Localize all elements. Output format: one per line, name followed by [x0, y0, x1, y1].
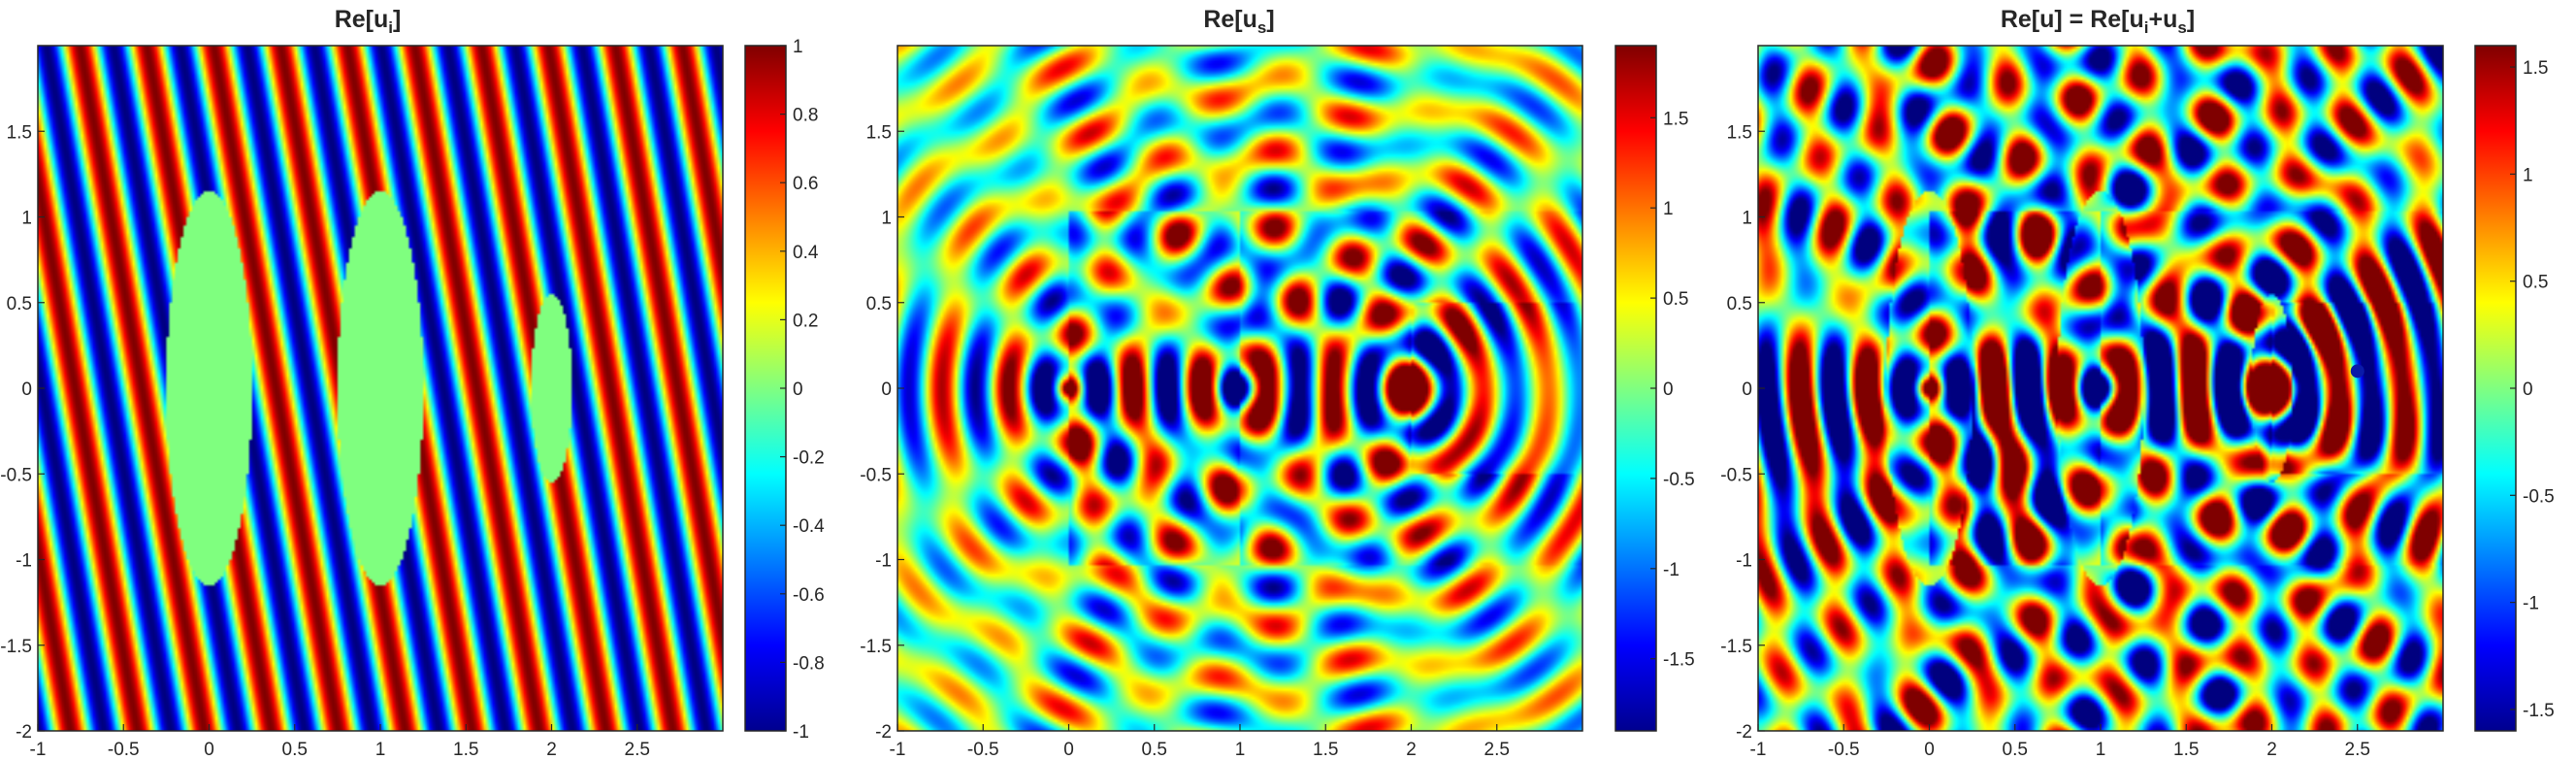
heatmap-scattered-field [897, 46, 1582, 731]
colorbar-tick-label: 0.5 [2523, 273, 2548, 293]
y-tick-label: -2 [875, 722, 892, 743]
colorbar-tick-label: -0.8 [793, 653, 825, 674]
x-tick-label: -1 [30, 740, 47, 760]
source-marker [2350, 364, 2364, 379]
x-tick-label: 1.5 [2173, 740, 2199, 760]
x-tick-label: 0 [1924, 740, 1935, 760]
colorbar-tick-label: -0.4 [793, 516, 825, 537]
y-tick-label: 0 [881, 380, 892, 400]
x-tick-label: 0.5 [2003, 740, 2028, 760]
x-tick-label: 2.5 [2345, 740, 2370, 760]
x-tick-label: 2.5 [625, 740, 650, 760]
colorbar-tick-label: 0.5 [1663, 289, 1688, 310]
x-tick-label: -0.5 [967, 740, 999, 760]
panel2-title: Re[us] [1203, 6, 1274, 37]
panel-total: Re[u] = Re[ui+us] -1 -0.5 0 0.5 1 1.5 2 2.51.51… [1720, 6, 2555, 760]
colorbar-ticks: 1 0.8 0.6 0.4 0.2 0 -0.2 -0.4 -0.6 -0.8 -1 [780, 37, 825, 743]
x-tick-label: 2.5 [1484, 740, 1510, 760]
colorbar-tick-label: 0 [2523, 380, 2533, 400]
y-tick-label: -2 [16, 722, 32, 743]
colorbar-tick-label: 0.6 [793, 174, 818, 194]
colorbar-tick-label: -1.5 [1663, 650, 1695, 671]
y-tick-label: -0.5 [860, 465, 892, 485]
x-tick-label: 0.5 [1142, 740, 1167, 760]
y-tick-label: 0 [21, 380, 32, 400]
panel-scattered: Re[us] -1 -0.5 0 0.5 1 1.5 2 2.51.510.50-0.5-1-… [860, 6, 1695, 760]
colorbar-tick-label: 1.5 [1663, 109, 1688, 129]
colorbar [1614, 45, 1657, 732]
colorbar-tick-label: 1 [793, 37, 803, 57]
x-tick-label: 0 [1063, 740, 1074, 760]
y-tick-label: -1.5 [1720, 637, 1752, 657]
y-tick-label: 1.5 [866, 122, 892, 143]
heatmap-incident-field [38, 46, 723, 731]
y-tick-label: -0.5 [1720, 465, 1752, 485]
x-tick-label: 2 [1406, 740, 1417, 760]
colorbar-tick-label: -1 [1663, 560, 1679, 580]
y-tick-label: 1.5 [1727, 122, 1752, 143]
colorbar-tick-label: 1.5 [2523, 58, 2548, 79]
panel3-title: Re[u] = Re[ui+us] [2001, 6, 2195, 37]
y-tick-label: 1 [881, 209, 892, 229]
heatmap-total-field [1758, 46, 2443, 731]
y-tick-label: 0.5 [866, 294, 892, 314]
colorbar-tick-label: -0.5 [1663, 470, 1695, 490]
x-tick-label: 0 [204, 740, 214, 760]
panel1-title: Re[ui] [335, 6, 402, 37]
x-tick-label: -0.5 [108, 740, 140, 760]
colorbar-tick-label: -0.6 [793, 585, 825, 606]
colorbar-tick-label: 0.4 [793, 243, 819, 263]
colorbar-tick-label: -1.5 [2523, 701, 2555, 721]
y-tick-label: 0.5 [7, 294, 32, 314]
y-tick-label: -2 [1736, 722, 1752, 743]
colorbar-tick-label: -1 [2523, 594, 2539, 614]
colorbar-tick-label: 1 [1663, 199, 1674, 219]
colorbar-tick-label: 1 [2523, 165, 2533, 185]
x-tick-label: -1 [1750, 740, 1767, 760]
panel-incident: Re[ui] -1 -0.5 0 0.5 1 1.5 2 2.51.510.50-0.5-1-… [0, 6, 825, 760]
colorbar [2474, 45, 2517, 732]
colorbar-tick-label: 0.8 [793, 106, 818, 126]
axis-ticks: -1 -0.5 0 0.5 1 1.5 2 2.5 1.5 1 0.5 0 -0.5 -1 -1.5 -2 [1720, 122, 2370, 760]
colorbar-ticks: 1.5 1 0.5 0 -0.5 -1 -1.5 [2510, 58, 2555, 721]
colorbar-tick-label: 0.2 [793, 311, 818, 331]
colorbar-tick-label: 0 [793, 380, 803, 400]
colorbar-tick-label: -0.5 [2523, 486, 2555, 507]
colorbar-ticks: 1.5 1 0.5 0 -0.5 -1 -1.5 [1650, 109, 1695, 671]
colorbar [744, 45, 787, 732]
x-tick-label: 2 [2266, 740, 2277, 760]
axis-ticks: -1 -0.5 0 0.5 1 1.5 2 2.5 1.5 1 0.5 0 -0.5 -1 -1.5 -2 [0, 122, 650, 760]
x-tick-label: 2 [546, 740, 557, 760]
colorbar-tick-label: -0.2 [793, 448, 825, 469]
x-tick-label: -0.5 [1828, 740, 1860, 760]
colorbar-tick-label: 0 [1663, 380, 1674, 400]
y-tick-label: -1 [875, 551, 892, 572]
x-tick-label: 1 [375, 740, 386, 760]
y-tick-label: 1.5 [7, 122, 32, 143]
x-tick-label: 0.5 [282, 740, 308, 760]
x-tick-label: 1.5 [453, 740, 478, 760]
x-tick-label: 1.5 [1313, 740, 1338, 760]
axis-ticks: -1 -0.5 0 0.5 1 1.5 2 2.5 1.5 1 0.5 0 -0.5 -1 -1.5 -2 [860, 122, 1510, 760]
y-tick-label: -0.5 [0, 465, 32, 485]
y-tick-label: -1.5 [860, 637, 892, 657]
colorbar-tick-label: -1 [793, 722, 809, 743]
y-tick-label: -1 [16, 551, 32, 572]
x-tick-label: 1 [1235, 740, 1246, 760]
y-tick-label: -1 [1736, 551, 1752, 572]
y-tick-label: 0.5 [1727, 294, 1752, 314]
y-tick-label: 1 [21, 209, 32, 229]
y-tick-label: 1 [1742, 209, 1752, 229]
x-tick-label: 1 [2096, 740, 2106, 760]
x-tick-label: -1 [890, 740, 906, 760]
y-tick-label: 0 [1742, 380, 1752, 400]
y-tick-label: -1.5 [0, 637, 32, 657]
